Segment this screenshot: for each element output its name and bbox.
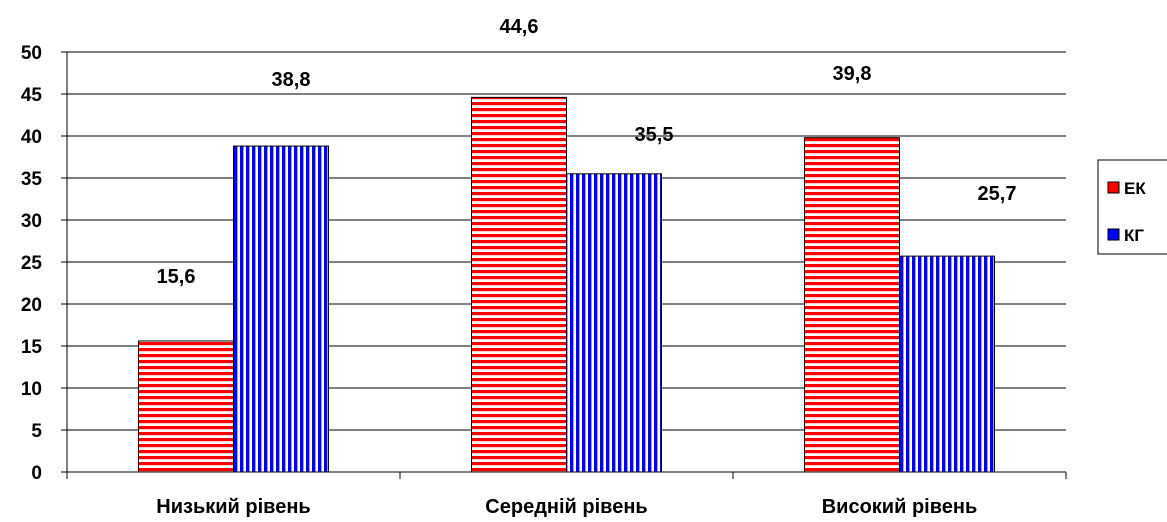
y-tick-label: 10: [21, 379, 42, 400]
legend-label-kg: КГ: [1124, 226, 1144, 245]
legend-label-ek: ЕК: [1124, 179, 1146, 198]
x-category-label: Високий рівень: [822, 496, 978, 518]
bar-ek: [138, 340, 234, 473]
y-tick-label: 0: [31, 463, 42, 484]
x-category-label: Низький рівень: [156, 496, 310, 518]
bar-kg: [566, 173, 662, 473]
bar-ek: [804, 137, 900, 473]
y-tick-label: 40: [21, 127, 42, 148]
y-tick-label: 20: [21, 295, 42, 316]
data-label: 35,5: [635, 124, 674, 146]
y-tick-label: 30: [21, 211, 42, 232]
y-tick-label: 25: [21, 253, 43, 274]
bar-kg: [233, 145, 329, 473]
y-tick-label: 35: [21, 169, 43, 190]
data-labels: 15,6 38,8 44,6 35,5 39,8 25,7: [157, 16, 1017, 288]
data-label: 25,7: [978, 183, 1017, 205]
data-label: 15,6: [157, 266, 196, 288]
bar-kg: [899, 255, 995, 473]
y-tick-label: 5: [31, 421, 42, 442]
bar-ek: [471, 96, 567, 473]
y-tick-label: 15: [21, 337, 43, 358]
data-label: 39,8: [833, 63, 872, 85]
y-tick-label: 45: [21, 85, 43, 106]
data-label: 44,6: [500, 16, 539, 38]
y-tick-label: 50: [21, 43, 42, 64]
data-label: 38,8: [272, 69, 311, 91]
legend-swatch-kg: [1107, 228, 1120, 241]
bars: [138, 96, 995, 473]
x-category-label: Середній рівень: [485, 496, 647, 518]
legend: ЕК КГ: [1097, 159, 1167, 255]
legend-swatch-ek: [1107, 181, 1120, 194]
